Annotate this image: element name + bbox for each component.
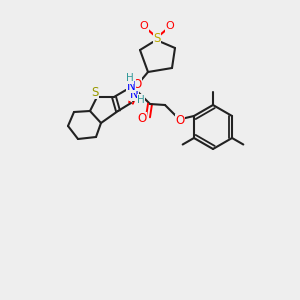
Text: O: O — [140, 21, 148, 31]
Text: N: N — [130, 88, 138, 100]
Text: O: O — [137, 112, 147, 125]
Text: S: S — [153, 32, 161, 44]
Text: H: H — [137, 95, 145, 105]
Text: O: O — [132, 77, 142, 91]
Text: O: O — [166, 21, 174, 31]
Text: N: N — [127, 80, 135, 92]
Text: O: O — [176, 115, 184, 128]
Text: H: H — [126, 73, 134, 83]
Text: S: S — [91, 85, 99, 98]
